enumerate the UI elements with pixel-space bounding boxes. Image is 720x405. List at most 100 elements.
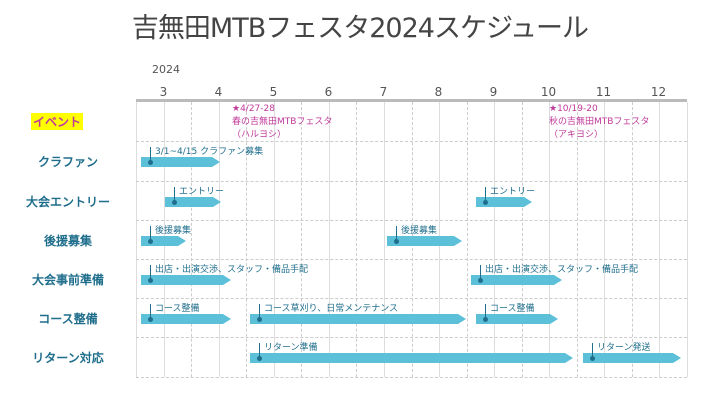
gantt-bar	[471, 275, 562, 285]
row-label-0: イベント	[31, 113, 84, 130]
bar-marker-dot	[257, 356, 262, 361]
header-line	[136, 99, 687, 102]
bar-marker	[150, 147, 151, 161]
row-label-3: 後援募集	[43, 233, 92, 248]
grid-vline	[301, 102, 303, 377]
bar-label: 後援募集	[401, 226, 438, 236]
gantt-bar	[141, 275, 231, 285]
month-label: 8	[434, 85, 443, 99]
grid-vline	[576, 102, 578, 377]
grid-hline	[136, 337, 687, 338]
month-label: 9	[489, 85, 498, 99]
grid-vline	[191, 102, 193, 377]
gantt-bar	[250, 353, 573, 363]
bar-marker-dot	[148, 317, 153, 322]
bar-marker	[592, 343, 593, 357]
bar-label: コース整備	[155, 304, 200, 314]
grid-vline	[687, 102, 688, 377]
gantt-bar	[476, 314, 558, 324]
event-nick: （アキヨシ）	[549, 130, 604, 140]
grid-vline	[549, 102, 551, 377]
bar-label: コース草刈り、日常メンテナンス	[264, 304, 399, 314]
month-label: 11	[595, 85, 612, 99]
grid-vline	[659, 102, 661, 377]
gantt-bar	[476, 197, 532, 207]
grid-hline	[136, 141, 687, 142]
bar-label: 3/1~4/15 クラファン募集	[155, 147, 264, 157]
grid-vline	[383, 102, 385, 377]
page-title: 吉無田MTBフェスタ2024スケジュール	[131, 13, 589, 44]
month-label: 12	[650, 85, 667, 99]
bar-marker-dot	[148, 160, 153, 165]
gantt-bar	[165, 197, 221, 207]
gantt-bar	[141, 236, 186, 246]
bar-label: エントリー	[490, 187, 536, 197]
event-date: ★10/19-20	[549, 104, 598, 114]
gantt-bar	[387, 236, 462, 246]
bar-marker	[150, 265, 151, 279]
bar-marker	[259, 343, 260, 357]
row-label-5: コース整備	[38, 311, 98, 326]
bar-marker-dot	[148, 278, 153, 283]
month-label: 4	[214, 85, 223, 99]
grid-vline	[521, 102, 523, 377]
event-name: 秋の吉無田MTBフェスタ	[549, 117, 650, 127]
month-label: 6	[324, 85, 333, 99]
grid-vline	[631, 102, 633, 377]
bar-label: リターン発送	[597, 343, 651, 353]
row-label-1: クラファン	[37, 155, 98, 169]
event-nick: （ハルヨシ）	[232, 130, 287, 140]
bar-marker-dot	[483, 200, 488, 205]
bar-marker-dot	[148, 239, 153, 244]
grid-hline	[136, 298, 687, 299]
bar-marker	[480, 265, 481, 279]
bar-label: 後援募集	[155, 226, 192, 236]
bar-label: 出店・出演交渉、スタッフ・備品手配	[155, 265, 309, 275]
year-label: 2024	[152, 63, 180, 76]
bar-marker-dot	[590, 356, 595, 361]
grid-vline	[136, 102, 137, 377]
bar-marker	[485, 187, 486, 201]
gantt-bar	[141, 157, 220, 167]
bar-label: リターン準備	[264, 343, 318, 353]
grid-vline	[604, 102, 606, 377]
event-name: 春の吉無田MTBフェスタ	[232, 117, 333, 127]
bar-label: 出店・出演交渉、スタッフ・備品手配	[485, 265, 639, 275]
gantt-bar	[141, 314, 231, 324]
month-label: 10	[540, 85, 557, 99]
grid-hline	[136, 220, 687, 221]
bar-label: エントリー	[179, 187, 225, 197]
bar-marker-dot	[257, 317, 262, 322]
bar-marker	[259, 304, 260, 318]
bar-marker-dot	[483, 317, 488, 322]
row-label-4: 大会事前準備	[31, 272, 104, 287]
gantt-bar	[250, 314, 466, 324]
autumn-event: ★10/19-20 秋の吉無田MTBフェスタ （アキヨシ）	[549, 103, 649, 142]
month-label: 3	[159, 85, 168, 99]
grid-vline	[246, 102, 248, 377]
event-date: ★4/27-28	[232, 104, 275, 114]
grid-vline	[273, 102, 275, 377]
grid-vline	[218, 102, 220, 377]
grid-vline	[494, 102, 496, 377]
gantt-bar	[583, 353, 681, 363]
month-label: 7	[379, 85, 388, 99]
row-label-2: 大会エントリー	[25, 194, 110, 209]
bar-marker-dot	[394, 239, 399, 244]
bar-marker	[396, 226, 397, 240]
bar-marker	[174, 187, 175, 201]
bar-marker	[485, 304, 486, 318]
bar-marker	[150, 226, 151, 240]
grid-vline	[328, 102, 330, 377]
grid-vline	[356, 102, 358, 377]
month-label: 5	[269, 85, 278, 99]
bar-marker-dot	[478, 278, 483, 283]
row-label-6: リターン対応	[32, 351, 104, 365]
bar-label: コース整備	[490, 304, 535, 314]
bar-marker	[150, 304, 151, 318]
grid-hline	[136, 377, 687, 378]
spring-event: ★4/27-28 春の吉無田MTBフェスタ （ハルヨシ）	[232, 103, 332, 142]
grid-hline	[136, 181, 687, 182]
grid-vline	[466, 102, 468, 377]
grid-hline	[136, 259, 687, 260]
